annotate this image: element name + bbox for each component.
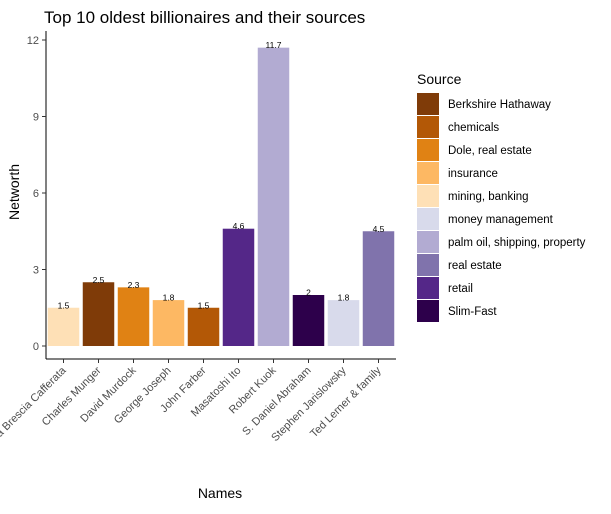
legend-key-2 <box>417 116 439 138</box>
legend-key-5 <box>417 185 439 207</box>
legend-key-9 <box>417 277 439 299</box>
legend-key-3 <box>417 139 439 161</box>
legend-key-4 <box>417 162 439 184</box>
bar-value-label-1: 1.5 <box>58 300 70 310</box>
legend-label-5: mining, banking <box>448 191 529 203</box>
bar-value-label-3: 2.3 <box>128 280 140 290</box>
bar-1 <box>47 307 80 346</box>
bar-6 <box>222 228 255 346</box>
y-tick-label-9: 9 <box>33 112 39 124</box>
bar-value-label-8: 2 <box>306 288 311 298</box>
bar-4 <box>152 300 185 346</box>
bar-value-label-5: 1.5 <box>198 300 210 310</box>
legend-key-6 <box>417 208 439 230</box>
legend-key-1 <box>417 93 439 115</box>
legend-title: Source <box>417 71 462 87</box>
bar-9 <box>327 300 360 346</box>
y-tick-label-0: 0 <box>33 341 39 353</box>
legend-label-8: real estate <box>448 260 502 272</box>
bar-value-label-7: 11.7 <box>266 40 282 50</box>
bar-value-label-10: 4.5 <box>373 224 385 234</box>
legend-label-1: Berkshire Hathaway <box>448 99 551 111</box>
bar-8 <box>292 295 325 346</box>
y-axis-title: Networth <box>6 164 22 220</box>
bar-2 <box>82 282 115 346</box>
bar-value-label-6: 4.6 <box>233 221 245 231</box>
bar-value-label-2: 2.5 <box>93 275 105 285</box>
legend-label-3: Dole, real estate <box>448 145 532 157</box>
bar-7 <box>257 47 290 347</box>
y-tick-label-12: 12 <box>27 35 39 47</box>
legend-label-9: retail <box>448 283 473 295</box>
bar-value-label-9: 1.8 <box>338 293 350 303</box>
legend-key-7 <box>417 231 439 253</box>
y-tick-label-3: 3 <box>33 265 39 277</box>
legend-key-8 <box>417 254 439 276</box>
legend-label-2: chemicals <box>448 122 499 134</box>
legend-label-6: money management <box>448 214 554 226</box>
legend-label-10: Slim-Fast <box>448 306 497 318</box>
bar-10 <box>362 231 395 346</box>
legend-label-4: insurance <box>448 168 498 180</box>
y-axis-title-group: Networth <box>6 164 22 220</box>
legend-key-10 <box>417 300 439 322</box>
bar-3 <box>117 287 150 346</box>
y-tick-label-6: 6 <box>33 188 39 200</box>
chart-title: Top 10 oldest billionaires and their sou… <box>44 8 365 27</box>
legend-label-7: palm oil, shipping, property <box>448 237 586 249</box>
bar-5 <box>187 307 220 346</box>
plot-area: 1.52.52.31.81.54.611.721.84.5036912Ana M… <box>0 31 396 471</box>
x-axis-title: Names <box>198 485 242 501</box>
bar-value-label-4: 1.8 <box>163 293 175 303</box>
legend: Source Berkshire Hathaway chemicals Dole, … <box>417 71 586 322</box>
